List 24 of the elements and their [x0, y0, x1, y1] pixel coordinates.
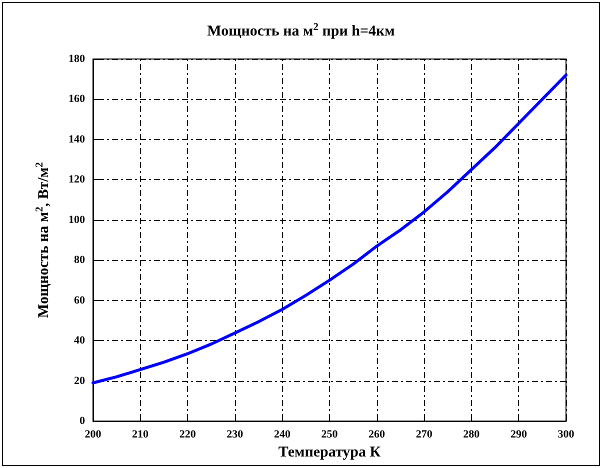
x-tick-label: 250: [321, 428, 338, 441]
y-tick-label: 0: [80, 415, 86, 428]
x-tick-label: 290: [510, 428, 528, 441]
x-tick-label: 230: [226, 428, 244, 441]
y-axis-title: Мощность на м2, Вт/м2: [34, 162, 52, 318]
x-axis-title: Температура К: [278, 444, 381, 460]
x-tick-label: 270: [416, 428, 433, 441]
x-tick-label: 220: [179, 428, 196, 441]
x-tick-label: 210: [132, 428, 150, 441]
x-tick-label: 280: [463, 428, 480, 441]
y-tick-label: 120: [68, 174, 86, 186]
y-tick-label: 20: [74, 374, 86, 387]
y-tick-label: 140: [68, 133, 86, 146]
x-tick-label: 300: [558, 428, 575, 441]
x-tick-label: 240: [274, 428, 291, 441]
x-tick-label: 200: [84, 428, 102, 441]
y-tick-label: 40: [74, 334, 86, 347]
y-tick-label: 60: [74, 294, 86, 306]
line-series: [92, 74, 568, 384]
y-tick-label: 80: [74, 254, 86, 266]
y-tick-label: 180: [68, 53, 86, 65]
x-tick-label: 260: [368, 428, 386, 441]
y-tick-label: 100: [68, 214, 86, 226]
y-tick-label: 160: [68, 93, 86, 106]
